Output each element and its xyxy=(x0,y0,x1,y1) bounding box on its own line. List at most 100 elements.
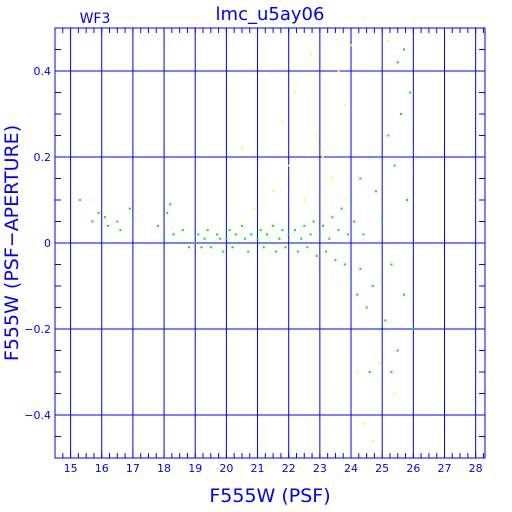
x-tick-labels: 15 16 17 18 19 20 21 22 23 24 25 26 27 28 xyxy=(64,462,483,475)
data-point xyxy=(272,224,275,227)
data-point xyxy=(368,156,371,158)
data-point xyxy=(275,250,278,253)
secondary-data-point xyxy=(393,392,396,395)
y-axis-label: F555W (PSF−APERTURE) xyxy=(1,125,23,361)
data-points xyxy=(78,39,418,442)
data-point xyxy=(231,246,234,249)
data-point xyxy=(166,211,169,214)
data-point xyxy=(350,276,353,279)
data-point xyxy=(97,211,100,214)
data-point xyxy=(340,207,343,210)
data-point xyxy=(131,216,134,219)
y-tick-label: 0 xyxy=(44,237,51,250)
plot-frame xyxy=(54,27,486,459)
secondary-data-point xyxy=(315,134,318,137)
data-point xyxy=(200,246,203,249)
data-point xyxy=(216,233,219,236)
data-point xyxy=(368,371,371,373)
data-point xyxy=(328,237,331,240)
data-point xyxy=(172,233,175,236)
data-point xyxy=(362,233,365,236)
data-point xyxy=(309,233,312,236)
data-point xyxy=(359,267,362,270)
data-point xyxy=(359,177,362,180)
secondary-data-point xyxy=(356,371,359,373)
data-point xyxy=(237,242,240,244)
data-point xyxy=(91,220,94,223)
data-point xyxy=(374,190,377,193)
data-point xyxy=(290,242,293,244)
data-point xyxy=(222,250,225,253)
data-point xyxy=(371,285,374,287)
secondary-data-point xyxy=(253,207,256,210)
secondary-data-point xyxy=(362,422,365,425)
data-point xyxy=(259,229,262,232)
y-tick-label: 0.4 xyxy=(34,65,52,78)
data-point xyxy=(390,263,393,266)
data-point xyxy=(390,371,393,373)
secondary-data-point xyxy=(287,164,290,167)
secondary-data-point xyxy=(321,156,324,158)
data-point xyxy=(247,250,250,253)
data-point xyxy=(396,349,399,352)
data-point xyxy=(209,246,212,249)
data-point xyxy=(178,242,181,244)
data-point xyxy=(284,246,287,249)
data-point xyxy=(387,134,390,137)
data-point xyxy=(321,224,324,227)
data-point xyxy=(306,246,309,249)
data-point xyxy=(253,242,256,244)
secondary-data-point xyxy=(387,39,390,42)
secondary-data-point xyxy=(331,177,334,180)
data-point xyxy=(234,233,237,236)
data-point xyxy=(318,233,321,236)
secondary-data-point xyxy=(281,121,284,124)
chart-title: lmc_u5ay06 xyxy=(216,4,325,25)
x-tick-label: 15 xyxy=(64,462,78,475)
x-tick-label: 19 xyxy=(188,462,202,475)
data-point xyxy=(163,237,166,240)
x-tick-label: 17 xyxy=(126,462,140,475)
data-point xyxy=(203,237,206,240)
x-tick-label: 21 xyxy=(251,462,265,475)
data-point xyxy=(265,233,268,236)
y-tick-label: −0.4 xyxy=(24,409,51,422)
data-point xyxy=(106,224,109,227)
data-point xyxy=(350,199,353,201)
data-point xyxy=(206,229,209,232)
data-point xyxy=(244,237,247,240)
data-point xyxy=(300,237,303,240)
data-point xyxy=(119,229,122,232)
x-tick-label: 25 xyxy=(375,462,389,475)
x-tick-label: 27 xyxy=(437,462,451,475)
data-point xyxy=(356,293,359,296)
data-point xyxy=(378,328,381,330)
x-tick-label: 23 xyxy=(313,462,327,475)
data-point xyxy=(337,229,340,232)
x-axis-label: F555W (PSF) xyxy=(209,485,330,507)
y-tick-labels: −0.4 −0.2 0 0.2 0.4 xyxy=(24,65,51,422)
y-tick-label: −0.2 xyxy=(24,323,51,336)
secondary-data-point xyxy=(337,70,340,72)
data-point xyxy=(116,220,119,223)
data-point xyxy=(406,199,409,201)
secondary-data-point xyxy=(240,147,243,150)
secondary-data-point xyxy=(272,190,275,193)
y-tick-label: 0.2 xyxy=(34,151,52,164)
data-point xyxy=(212,242,215,244)
secondary-data-point xyxy=(309,52,312,55)
secondary-data-point xyxy=(293,91,296,94)
data-point xyxy=(303,224,306,227)
data-point xyxy=(240,224,243,227)
secondary-data-point xyxy=(343,104,346,107)
data-point xyxy=(103,216,106,219)
data-point xyxy=(381,220,384,223)
data-point xyxy=(225,237,228,240)
secondary-data-point xyxy=(371,439,374,442)
x-tick-label: 16 xyxy=(95,462,109,475)
data-point xyxy=(293,229,296,232)
data-point xyxy=(346,233,349,236)
data-point xyxy=(197,233,200,236)
data-point xyxy=(287,233,290,236)
